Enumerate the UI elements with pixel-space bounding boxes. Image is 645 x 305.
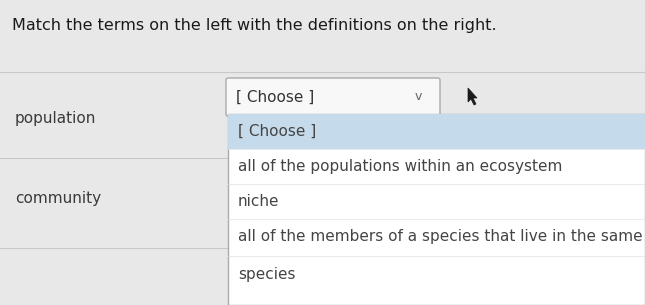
Text: [ Choose ]: [ Choose ] (236, 89, 314, 105)
FancyBboxPatch shape (228, 114, 645, 149)
Text: v: v (414, 91, 422, 103)
Text: Match the terms on the left with the definitions on the right.: Match the terms on the left with the def… (12, 18, 497, 33)
Text: niche: niche (238, 193, 279, 209)
Text: community: community (15, 191, 101, 206)
Polygon shape (468, 88, 477, 105)
Text: all of the populations within an ecosystem: all of the populations within an ecosyst… (238, 159, 562, 174)
Text: all of the members of a species that live in the same area: all of the members of a species that liv… (238, 228, 645, 243)
Text: [ Choose ]: [ Choose ] (238, 124, 316, 138)
FancyBboxPatch shape (230, 116, 645, 305)
Text: population: population (15, 110, 96, 125)
FancyBboxPatch shape (228, 114, 645, 305)
Text: species: species (238, 267, 295, 282)
FancyBboxPatch shape (226, 78, 440, 116)
